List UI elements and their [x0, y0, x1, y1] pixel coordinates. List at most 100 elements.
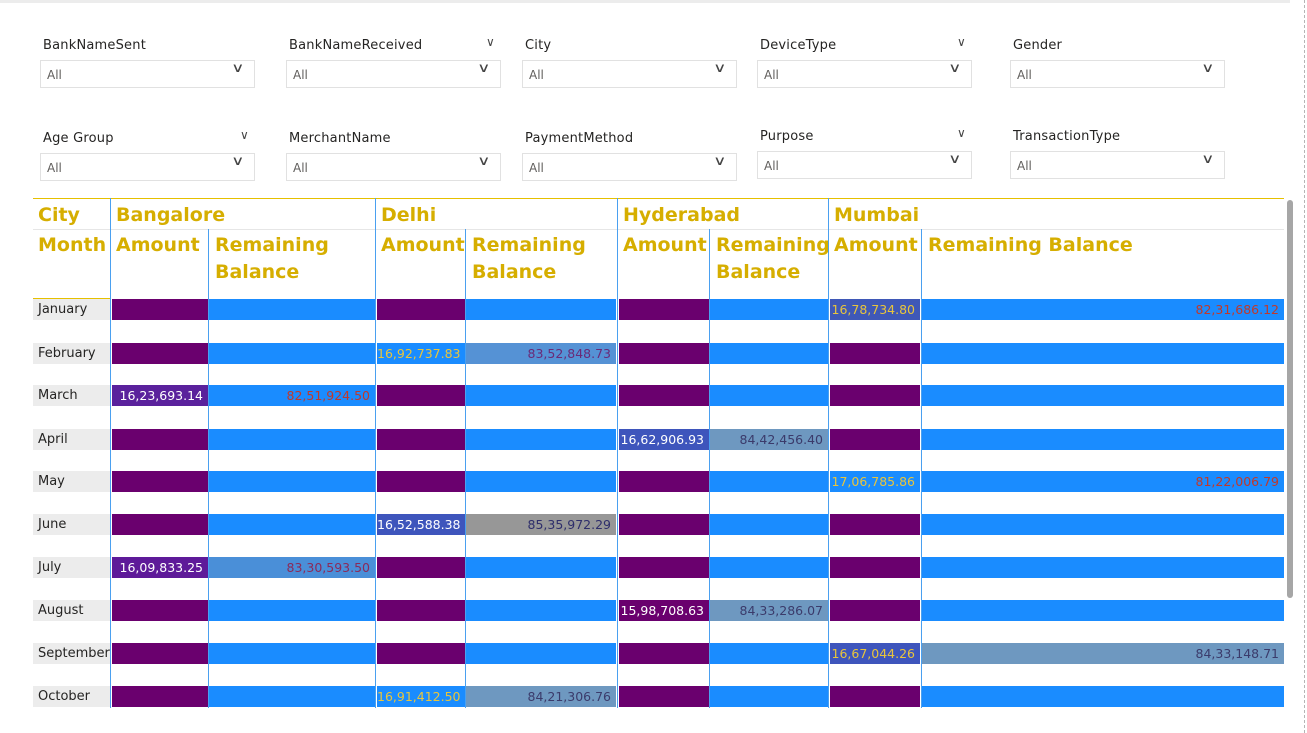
remaining-balance-cell[interactable] — [710, 686, 828, 707]
remaining-balance-cell[interactable]: 85,35,972.29 — [466, 514, 616, 535]
remaining-balance-cell[interactable] — [209, 299, 375, 320]
slicer-dropdown-devicetype[interactable]: All ∨ — [757, 60, 972, 88]
amount-cell[interactable] — [619, 514, 709, 535]
chevron-down-icon[interactable]: ∨ — [713, 154, 727, 169]
amount-cell[interactable] — [112, 600, 208, 621]
remaining-balance-cell[interactable] — [209, 429, 375, 450]
remaining-balance-cell[interactable] — [466, 557, 616, 578]
slicer-dropdown-gender[interactable]: All ∨ — [1010, 60, 1225, 88]
remaining-balance-cell[interactable] — [209, 643, 375, 664]
remaining-balance-cell[interactable]: 84,42,456.40 — [710, 429, 828, 450]
amount-cell[interactable] — [830, 686, 920, 707]
chevron-down-icon[interactable]: ∨ — [713, 61, 727, 76]
amount-cell[interactable] — [377, 385, 465, 406]
amount-cell[interactable]: 16,23,693.14 — [112, 385, 208, 406]
amount-cell[interactable] — [830, 600, 920, 621]
remaining-balance-cell[interactable] — [466, 299, 616, 320]
amount-cell[interactable] — [377, 299, 465, 320]
remaining-balance-cell[interactable]: 81,22,006.79 — [922, 471, 1284, 492]
amount-cell[interactable] — [619, 385, 709, 406]
amount-cell[interactable] — [377, 557, 465, 578]
remaining-balance-cell[interactable] — [922, 343, 1284, 364]
remaining-balance-cell[interactable] — [466, 385, 616, 406]
slicer-dropdown-banknamesent[interactable]: All ∨ — [40, 60, 255, 88]
chevron-down-icon[interactable]: ∨ — [957, 126, 966, 140]
slicer-dropdown-purpose[interactable]: All ∨ — [757, 151, 972, 179]
amount-cell[interactable] — [377, 471, 465, 492]
slicer-dropdown-banknamereceived[interactable]: All ∨ — [286, 60, 501, 88]
amount-cell[interactable] — [619, 686, 709, 707]
slicer-dropdown-paymentmethod[interactable]: All ∨ — [522, 153, 737, 181]
remaining-balance-cell[interactable] — [922, 557, 1284, 578]
chevron-down-icon[interactable]: ∨ — [231, 154, 245, 169]
remaining-balance-cell[interactable] — [209, 514, 375, 535]
remaining-balance-cell[interactable] — [710, 514, 828, 535]
amount-cell[interactable] — [619, 471, 709, 492]
amount-cell[interactable] — [112, 686, 208, 707]
amount-cell[interactable]: 16,62,906.93 — [619, 429, 709, 450]
remaining-balance-cell[interactable] — [710, 557, 828, 578]
remaining-balance-cell[interactable]: 84,33,148.71 — [922, 643, 1284, 664]
amount-cell[interactable] — [112, 514, 208, 535]
remaining-balance-cell[interactable] — [209, 686, 375, 707]
amount-cell[interactable] — [619, 643, 709, 664]
remaining-balance-cell[interactable] — [466, 429, 616, 450]
amount-cell[interactable] — [830, 429, 920, 450]
remaining-balance-cell[interactable]: 84,33,286.07 — [710, 600, 828, 621]
matrix-scrollbar-thumb[interactable] — [1287, 200, 1293, 598]
amount-cell[interactable] — [619, 343, 709, 364]
chevron-down-icon[interactable]: ∨ — [477, 61, 491, 76]
remaining-balance-cell[interactable] — [466, 643, 616, 664]
slicer-dropdown-merchantname[interactable]: All ∨ — [286, 153, 501, 181]
remaining-balance-cell[interactable] — [466, 471, 616, 492]
remaining-balance-cell[interactable] — [710, 471, 828, 492]
chevron-down-icon[interactable]: ∨ — [957, 35, 966, 49]
chevron-down-icon[interactable]: ∨ — [240, 128, 249, 142]
remaining-balance-cell[interactable] — [922, 385, 1284, 406]
remaining-balance-cell[interactable] — [710, 643, 828, 664]
remaining-balance-cell[interactable] — [710, 343, 828, 364]
chevron-down-icon[interactable]: ∨ — [948, 61, 962, 76]
slicer-dropdown-city[interactable]: All ∨ — [522, 60, 737, 88]
chevron-down-icon[interactable]: ∨ — [477, 154, 491, 169]
amount-cell[interactable]: 16,78,734.80 — [830, 299, 920, 320]
amount-cell[interactable] — [112, 643, 208, 664]
remaining-balance-cell[interactable] — [209, 600, 375, 621]
amount-cell[interactable] — [377, 600, 465, 621]
amount-cell[interactable] — [619, 299, 709, 320]
remaining-balance-cell[interactable] — [209, 471, 375, 492]
amount-cell[interactable] — [377, 429, 465, 450]
amount-cell[interactable] — [112, 471, 208, 492]
slicer-dropdown-agegroup[interactable]: All ∨ — [40, 153, 255, 181]
remaining-balance-cell[interactable]: 83,52,848.73 — [466, 343, 616, 364]
chevron-down-icon[interactable]: ∨ — [948, 152, 962, 167]
remaining-balance-cell[interactable] — [922, 686, 1284, 707]
amount-cell[interactable] — [112, 299, 208, 320]
amount-cell[interactable]: 16,52,588.38 — [377, 514, 465, 535]
remaining-balance-cell[interactable] — [710, 299, 828, 320]
amount-cell[interactable]: 15,98,708.63 — [619, 600, 709, 621]
remaining-balance-cell[interactable] — [466, 600, 616, 621]
amount-cell[interactable] — [112, 429, 208, 450]
amount-cell[interactable] — [830, 343, 920, 364]
remaining-balance-cell[interactable] — [922, 429, 1284, 450]
remaining-balance-cell[interactable] — [922, 600, 1284, 621]
chevron-down-icon[interactable]: ∨ — [486, 35, 495, 49]
amount-cell[interactable]: 16,91,412.50 — [377, 686, 465, 707]
amount-cell[interactable]: 17,06,785.86 — [830, 471, 920, 492]
amount-cell[interactable]: 16,09,833.25 — [112, 557, 208, 578]
amount-cell[interactable]: 16,67,044.26 — [830, 643, 920, 664]
remaining-balance-cell[interactable]: 83,30,593.50 — [209, 557, 375, 578]
remaining-balance-cell[interactable]: 82,31,686.12 — [922, 299, 1284, 320]
amount-cell[interactable] — [112, 343, 208, 364]
amount-cell[interactable] — [830, 557, 920, 578]
chevron-down-icon[interactable]: ∨ — [231, 61, 245, 76]
remaining-balance-cell[interactable]: 84,21,306.76 — [466, 686, 616, 707]
amount-cell[interactable] — [619, 557, 709, 578]
amount-cell[interactable] — [377, 643, 465, 664]
remaining-balance-cell[interactable] — [922, 514, 1284, 535]
slicer-dropdown-transactiontype[interactable]: All ∨ — [1010, 151, 1225, 179]
remaining-balance-cell[interactable] — [209, 343, 375, 364]
amount-cell[interactable] — [830, 385, 920, 406]
amount-cell[interactable] — [830, 514, 920, 535]
